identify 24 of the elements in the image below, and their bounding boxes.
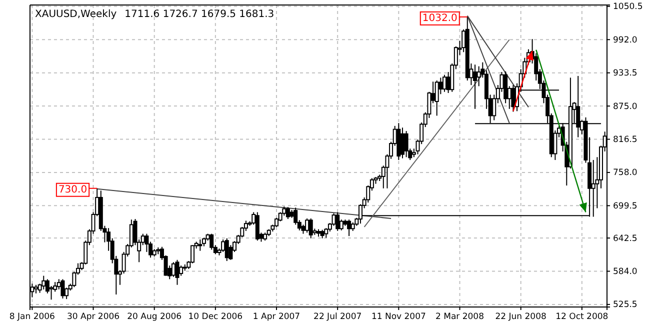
y-tick-label: 933.5 (613, 68, 638, 79)
x-tick-label: 22 Jun 2008 (495, 312, 546, 322)
x-tick-label: 20 Aug 2006 (127, 312, 182, 322)
x-tick-label: 12 Oct 2008 (556, 312, 608, 322)
x-tick-label: 8 Jan 2006 (9, 312, 55, 322)
chart-title: XAUUSD,Weekly (35, 9, 117, 20)
y-tick-label: 875.0 (613, 102, 638, 112)
y-tick-label: 525.5 (613, 300, 638, 310)
x-tick-label: 30 Apr 2006 (66, 312, 120, 322)
y-tick-label: 992.0 (613, 35, 638, 46)
y-tick-label: 1050.5 (613, 2, 643, 12)
y-tick-label: 816.5 (613, 134, 638, 145)
y-tick-label: 699.5 (613, 201, 638, 212)
annotation: 1032.0 (422, 12, 458, 24)
y-tick-label: 584.0 (613, 266, 638, 277)
x-tick-label: 11 Nov 2007 (371, 312, 426, 322)
y-tick-label: 642.5 (613, 234, 638, 244)
chart-subtitle: 1711.6 1726.7 1679.5 1681.3 (124, 9, 274, 20)
x-tick-label: 22 Jul 2007 (314, 312, 362, 322)
x-tick-label: 2 Mar 2008 (436, 312, 484, 322)
y-tick-label: 758.0 (613, 168, 638, 178)
annotation: 730.0 (58, 184, 88, 196)
x-tick-label: 1 Apr 2007 (252, 312, 300, 322)
x-tick-label: 10 Dec 2006 (188, 312, 243, 322)
